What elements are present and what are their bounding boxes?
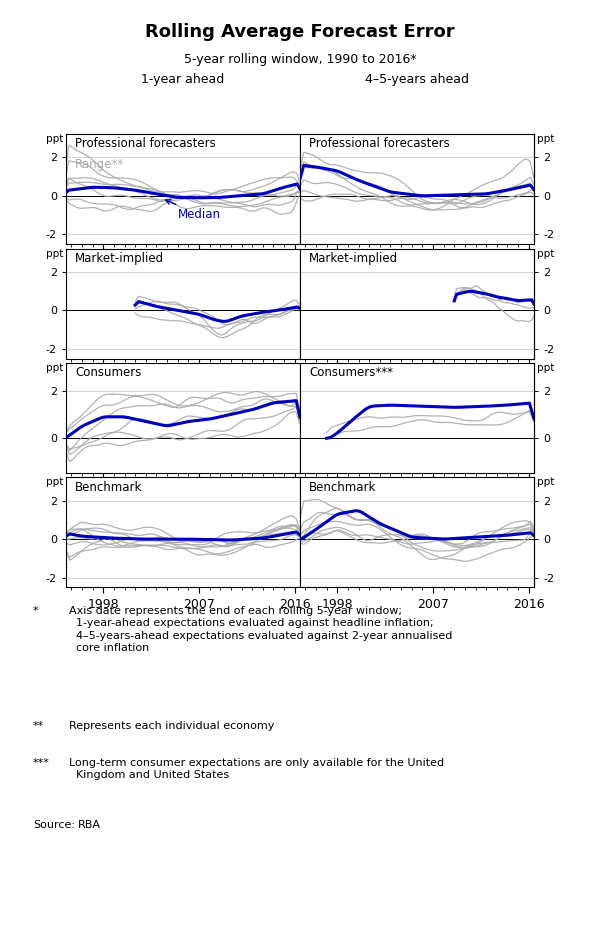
Text: Market-implied: Market-implied (76, 252, 164, 265)
Text: Represents each individual economy: Represents each individual economy (69, 721, 274, 731)
Text: ppt: ppt (537, 249, 554, 259)
Text: Professional forecasters: Professional forecasters (76, 138, 216, 151)
Text: Benchmark: Benchmark (310, 481, 377, 494)
Text: **: ** (33, 721, 44, 731)
Text: Consumers: Consumers (76, 366, 142, 379)
Text: ppt: ppt (46, 249, 63, 259)
Text: *: * (33, 606, 38, 616)
Text: Consumers***: Consumers*** (310, 366, 394, 379)
Text: RBA: RBA (78, 820, 101, 831)
Text: Median: Median (166, 200, 221, 221)
Text: Source:: Source: (33, 820, 75, 831)
Text: ppt: ppt (537, 477, 554, 487)
Text: 1-year ahead: 1-year ahead (142, 73, 224, 86)
Text: Market-implied: Market-implied (310, 252, 398, 265)
Text: Professional forecasters: Professional forecasters (310, 138, 450, 151)
Text: ppt: ppt (537, 363, 554, 373)
Text: ppt: ppt (46, 363, 63, 373)
Text: 4–5-years ahead: 4–5-years ahead (365, 73, 469, 86)
Text: ppt: ppt (46, 477, 63, 487)
Text: Long-term consumer expectations are only available for the United
  Kingdom and : Long-term consumer expectations are only… (69, 758, 444, 780)
Text: Benchmark: Benchmark (76, 481, 143, 494)
Text: ppt: ppt (537, 134, 554, 144)
Text: ***: *** (33, 758, 50, 768)
Text: Rolling Average Forecast Error: Rolling Average Forecast Error (145, 23, 455, 41)
Text: Range**: Range** (76, 158, 124, 171)
Text: 5-year rolling window, 1990 to 2016*: 5-year rolling window, 1990 to 2016* (184, 53, 416, 66)
Text: Axis date represents the end of each rolling 5-year window;
  1-year-ahead expec: Axis date represents the end of each rol… (69, 606, 452, 653)
Text: ppt: ppt (46, 134, 63, 144)
